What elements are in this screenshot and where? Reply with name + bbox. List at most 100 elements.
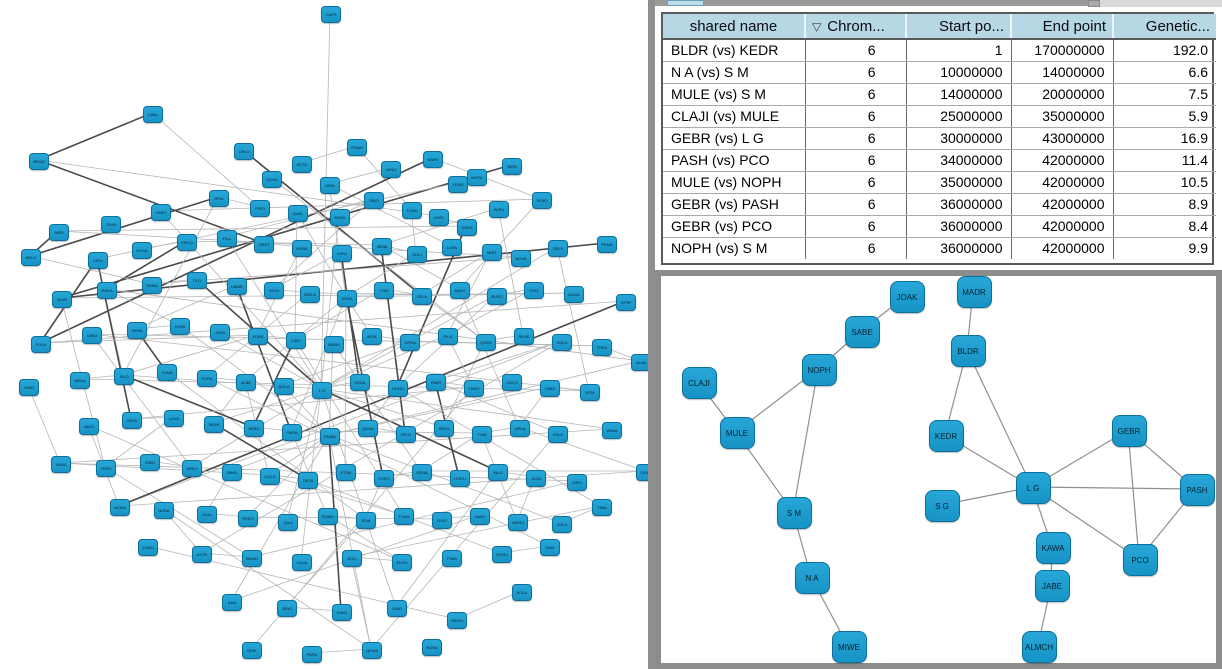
network-node[interactable]: JENO [277,599,297,617]
network-node[interactable]: MULE [719,417,755,449]
network-node[interactable]: HAVI [540,538,560,556]
network-node[interactable]: XENO [532,191,552,209]
network-node[interactable]: CHLO [234,142,254,160]
network-node[interactable]: SIBO [364,191,384,209]
column-header-genetic[interactable]: Genetic... [1113,14,1216,40]
network-node[interactable]: PARU [302,645,322,663]
network-node[interactable]: ROMU [318,507,338,525]
network-node[interactable]: ASTR [192,545,212,563]
network-node[interactable]: BIMA [222,463,242,481]
table-row[interactable]: GEBR (vs) PCO 6 36000000 42000000 8.4 [663,215,1216,238]
network-node[interactable]: IRSA [580,383,600,401]
network-node[interactable]: CUVA [292,553,312,571]
network-node[interactable]: MOKA [110,498,130,516]
column-header-shared-name[interactable]: shared name [663,14,806,40]
network-node[interactable]: ABRI [49,223,69,241]
network-node[interactable]: YARO [151,203,171,221]
network-node[interactable]: S G [924,490,960,522]
network-node[interactable]: DUNO [388,379,408,397]
table-row[interactable]: BLDR (vs) KEDR 6 1 170000000 192.0 [663,39,1216,62]
table-row[interactable]: MULE (vs) NOPH 6 35000000 42000000 10.5 [663,171,1216,194]
filter-icon[interactable]: ▽ [812,20,822,33]
network-node[interactable]: ZIMU [140,453,160,471]
network-node[interactable]: PILU [438,327,458,345]
network-node[interactable]: BEMO [242,549,262,567]
network-node[interactable]: PASH [1179,474,1215,506]
network-node[interactable]: ZUMI [101,215,121,233]
network-node[interactable]: VEXA [264,281,284,299]
network-node[interactable]: JUVA [526,469,546,487]
column-header-chromosome[interactable]: ▽ Chrom... [805,14,907,40]
network-node[interactable]: GENA [412,463,432,481]
network-node[interactable]: LOVA [164,409,184,427]
network-node[interactable]: ZELA [412,287,432,305]
network-node[interactable]: L G [1015,472,1051,504]
network-node[interactable]: NIXA [362,327,382,345]
network-node[interactable]: GIMU [82,326,102,344]
table-row[interactable]: GEBR (vs) PASH 6 36000000 42000000 8.9 [663,193,1216,216]
network-node[interactable]: KEMI [122,411,142,429]
network-node[interactable]: EPIR [616,293,636,311]
network-node[interactable]: VANO [470,507,490,525]
network-node[interactable]: ALBE [236,373,256,391]
column-header-start-point[interactable]: Start po... [906,14,1012,40]
network-node[interactable]: OPIK [242,641,262,659]
network-node[interactable]: KAWA [1035,532,1071,564]
network-node[interactable]: CIRU [88,251,108,269]
network-node[interactable]: GORU [492,545,512,563]
network-node[interactable]: URKA [510,419,530,437]
scrollbar-track[interactable] [1100,0,1222,7]
network-node[interactable]: UVEL [429,208,449,226]
network-node[interactable]: BUSO [487,287,507,305]
network-node[interactable]: ALMCH [1021,631,1057,663]
network-node[interactable]: XOLA [552,515,572,533]
network-node[interactable]: EKRU [392,553,412,571]
scrollbar-thumb[interactable] [1088,0,1100,7]
network-node[interactable]: HEKI [320,176,340,194]
network-node[interactable]: HOBA [292,239,312,257]
network-node[interactable]: WOLA [300,285,320,303]
panel-separator[interactable] [648,0,655,669]
table-row[interactable]: GEBR (vs) L G 6 30000000 43000000 16.9 [663,127,1216,150]
network-node[interactable]: FURO [374,469,394,487]
network-node[interactable]: DOVA [132,241,152,259]
table-row[interactable]: PASH (vs) PCO 6 34000000 42000000 11.4 [663,149,1216,172]
sub-network-view[interactable]: JOAK MADR SABE BLDR NOPH CLAJI GEBR KEDR MULE L G… [655,270,1222,669]
network-node[interactable]: WIMA [602,421,622,439]
network-node[interactable]: LUPA [442,238,462,256]
network-node[interactable]: NURA [154,501,174,519]
network-node[interactable]: MERU [447,611,467,629]
network-node[interactable]: GOSA [262,170,282,188]
network-node[interactable]: TOBI [472,425,492,443]
network-node[interactable]: YIMA [592,498,612,516]
network-node[interactable]: UMBR [227,277,247,295]
network-node[interactable]: CEDA [350,373,370,391]
network-node[interactable]: QUNA [358,419,378,437]
network-node[interactable]: ILKA [222,593,242,611]
table-row[interactable]: MULE (vs) S M 6 14000000 20000000 7.5 [663,83,1216,106]
network-node[interactable]: KEDR [928,420,964,452]
network-node[interactable]: PEKO [238,509,258,527]
network-node[interactable]: FOLA [31,335,51,353]
network-node[interactable]: JEMA [372,237,392,255]
network-node[interactable]: ZORA [197,369,217,387]
network-node[interactable]: IKRU [332,244,352,262]
network-node[interactable]: BLDR [950,335,986,367]
network-node[interactable]: EMIR [426,373,446,391]
network-node[interactable]: BRGA [29,152,49,170]
network-node[interactable]: WERU [508,513,528,531]
network-node[interactable]: KAVU [332,603,352,621]
network-node[interactable]: WIRU [489,200,509,218]
network-node[interactable]: PIRO [250,199,270,217]
network-node[interactable]: RUVE [514,327,534,345]
network-node[interactable]: HERA [127,321,147,339]
network-node[interactable]: HOKU [450,469,470,487]
network-node[interactable]: NOVA [511,249,531,267]
network-node[interactable]: FILU [217,229,237,247]
network-node[interactable]: SIVA [356,511,376,529]
network-node[interactable]: MABU [324,335,344,353]
network-node[interactable]: RIVO [396,425,416,443]
network-node[interactable]: PUMA [320,427,340,445]
network-node[interactable]: PCO [1122,544,1158,576]
network-node[interactable]: LIMO [387,599,407,617]
